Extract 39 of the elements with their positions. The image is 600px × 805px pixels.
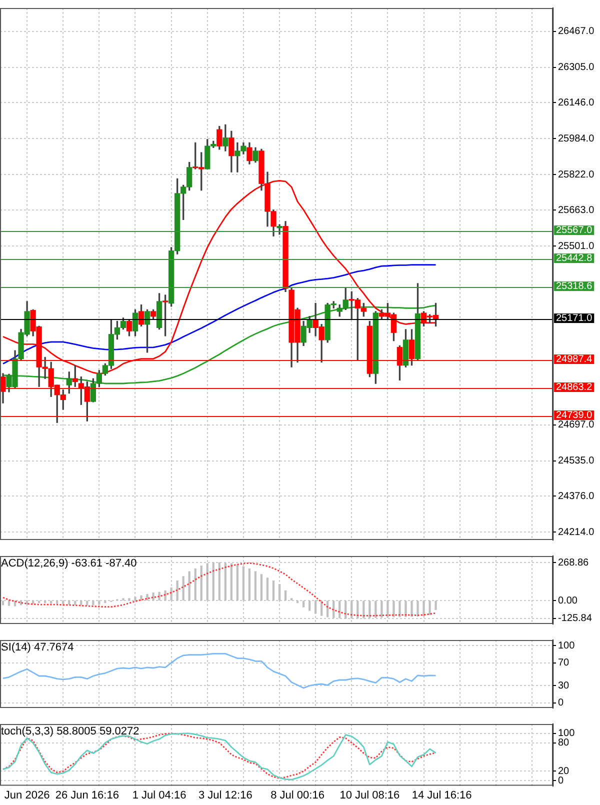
y-tick-label: 25984.0 — [558, 133, 595, 144]
ref-line-label: 25318.6 — [556, 281, 593, 292]
y-tick-label: 26305.0 — [558, 62, 595, 74]
y-tick-label: 268.86 — [558, 557, 590, 568]
ref-line-label: 25442.8 — [556, 253, 593, 264]
ref-line-label: 25171.0 — [556, 313, 593, 324]
y-tick-label: 25822.0 — [558, 169, 595, 180]
ref-line-label: 25567.0 — [556, 225, 593, 236]
chart-title: SI(14) 47.7674 — [1, 642, 74, 654]
x-tick-label: 14 Jul 16:16 — [412, 789, 472, 802]
y-tick-label: 30 — [558, 680, 570, 692]
y-tick-label: 100 — [558, 728, 576, 740]
chart-title: ACD(12,26,9) -63.61 -87.40 — [1, 558, 137, 570]
y-tick-label: 25663.0 — [558, 204, 595, 216]
x-tick-label: 1 Jul 04:16 — [132, 789, 186, 802]
y-tick-label: 20 — [558, 766, 570, 777]
y-tick-label: 100 — [558, 640, 576, 652]
x-tick-label: 3 Jul 12:16 — [198, 789, 252, 802]
x-tick-label: 26 Jun 16:16 — [55, 789, 119, 802]
y-tick-label: 70 — [558, 658, 570, 669]
y-tick-label: -125.84 — [558, 613, 592, 624]
y-tick-label: 24214.0 — [558, 526, 595, 538]
y-tick-label: 0.00 — [558, 595, 578, 606]
y-tick-label: 0 — [558, 698, 564, 709]
y-tick-label: 26146.0 — [558, 97, 595, 108]
y-tick-label: 25501.0 — [558, 240, 595, 252]
x-tick-label: 8 Jul 00:16 — [270, 789, 324, 802]
ref-line-label: 24863.2 — [556, 382, 593, 394]
ref-line-label: 24739.0 — [556, 410, 593, 422]
y-tick-label: 24376.0 — [558, 490, 595, 502]
ref-line-label: 24987.4 — [556, 354, 593, 366]
y-tick-label: 24535.0 — [558, 456, 595, 467]
x-tick-label: 10 Jul 08:16 — [340, 789, 400, 802]
y-tick-label: 24697.0 — [558, 420, 595, 431]
y-tick-label: 0 — [558, 775, 564, 786]
x-tick-label: Jun 2026 — [4, 789, 50, 802]
y-tick-label: 80 — [558, 738, 570, 749]
chart-title: toch(5,3,3) 58.8005 59.0272 — [1, 726, 140, 738]
y-tick-label: 26467.0 — [558, 26, 595, 38]
